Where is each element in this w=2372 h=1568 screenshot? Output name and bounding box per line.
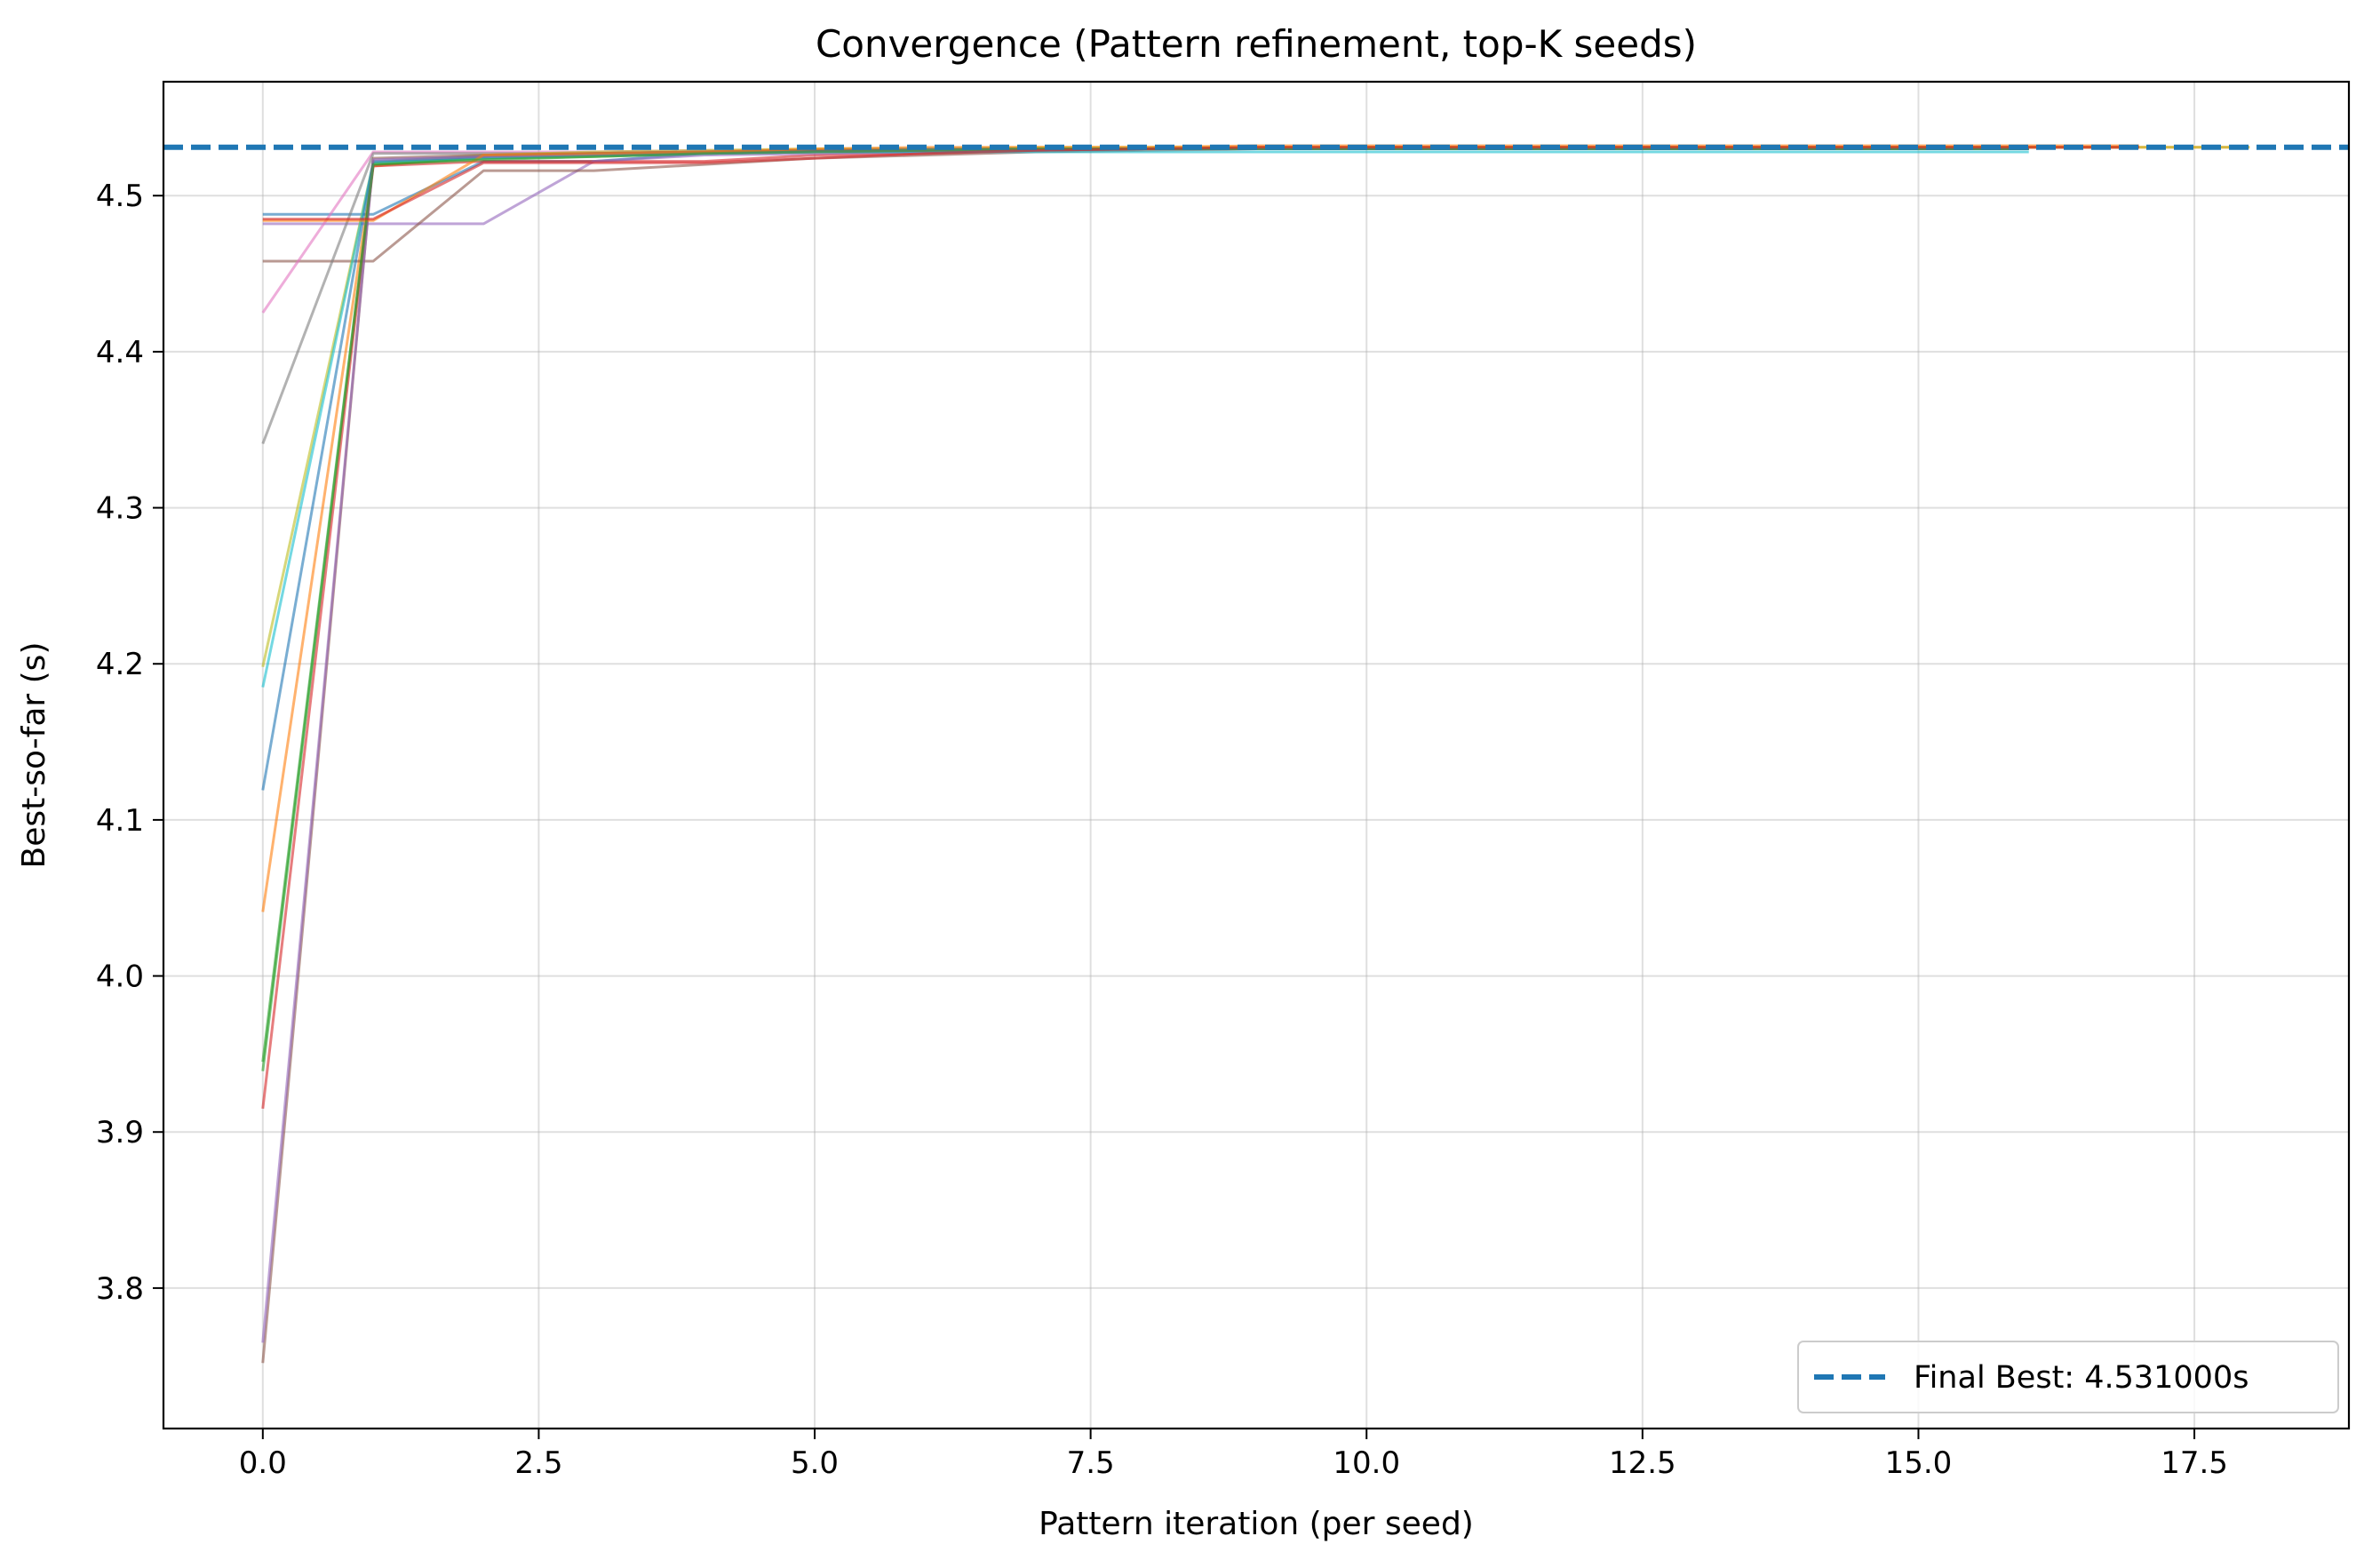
y-tick-label: 4.1 <box>96 803 144 839</box>
chart-title: Convergence (Pattern refinement, top-K s… <box>816 22 1697 66</box>
x-tick-label: 0.0 <box>239 1445 287 1481</box>
y-tick-label: 3.8 <box>96 1271 144 1307</box>
x-tick-label: 5.0 <box>791 1445 839 1481</box>
y-tick-label: 4.4 <box>96 335 144 370</box>
plot-frame <box>162 80 2351 1430</box>
x-tick-label: 7.5 <box>1067 1445 1115 1481</box>
x-tick-label: 12.5 <box>1609 1445 1676 1481</box>
y-axis-label: Best-so-far (s) <box>16 642 52 869</box>
grid-lines <box>163 82 2349 1429</box>
x-tick-label: 10.0 <box>1333 1445 1400 1481</box>
legend-box <box>1797 1341 2339 1413</box>
y-tick-label: 3.9 <box>96 1115 144 1150</box>
y-tick-label: 4.3 <box>96 491 144 527</box>
y-tick-label: 4.2 <box>96 647 144 682</box>
x-tick-label: 15.0 <box>1885 1445 1953 1481</box>
x-axis-label: Pattern iteration (per seed) <box>1039 1506 1474 1542</box>
x-tick-label: 2.5 <box>514 1445 562 1481</box>
legend-label-final-best: Final Best: 4.531000s <box>1914 1360 2249 1396</box>
y-tick-label: 4.0 <box>96 959 144 995</box>
legend: Final Best: 4.531000s <box>1797 1341 2339 1413</box>
axis-ticks: 0.0 2.5 5.0 7.5 10.0 12.5 15.0 17.5 3.8 3.9 4.0 4.1… <box>96 179 2228 1481</box>
x-tick-label: 17.5 <box>2161 1445 2228 1481</box>
y-tick-label: 4.5 <box>96 179 144 214</box>
